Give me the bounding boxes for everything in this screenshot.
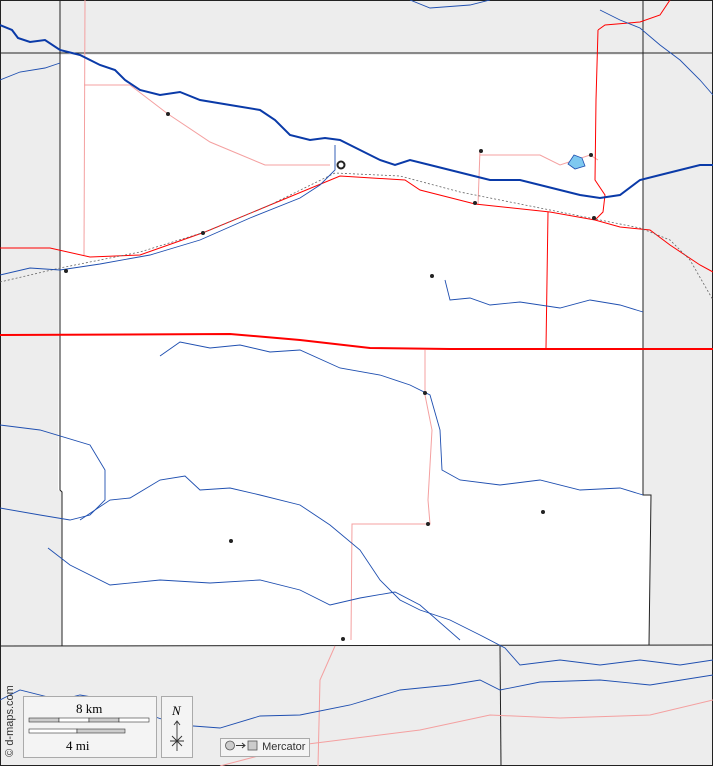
projection-box: Mercator xyxy=(220,738,311,757)
north-label: N xyxy=(172,703,181,718)
scale-km-label: 8 km xyxy=(76,701,103,716)
county-seat xyxy=(336,160,346,170)
circle-to-square-icon xyxy=(225,740,262,753)
towns xyxy=(64,112,596,641)
projection-label: Mercator xyxy=(262,741,306,753)
rivers xyxy=(0,0,713,729)
scale-bar: 8 km 4 mi xyxy=(23,696,157,758)
scale-bars xyxy=(28,717,150,734)
compass-icon xyxy=(170,720,184,751)
county-area xyxy=(58,55,651,646)
north-arrow: N xyxy=(161,696,193,758)
scale-mi-label: 4 mi xyxy=(66,738,90,753)
lake xyxy=(567,154,586,170)
main-highway xyxy=(0,332,713,350)
highways xyxy=(0,0,713,349)
credit: © d-maps.com xyxy=(4,685,16,757)
main-river xyxy=(0,24,713,200)
